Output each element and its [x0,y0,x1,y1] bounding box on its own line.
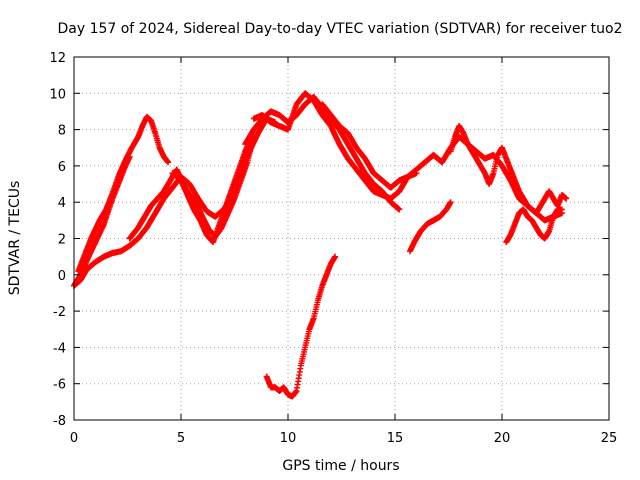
series-arc5 [169,133,255,246]
data-point [165,159,172,166]
y-tick-label: -4 [53,341,66,356]
data-point [413,170,420,177]
y-tick-label: 2 [58,233,66,248]
series-arc12 [503,206,565,246]
y-tick-label: 6 [58,160,66,175]
data-point [558,206,565,213]
y-tick-label: 8 [58,124,66,139]
x-tick-label: 25 [601,431,618,446]
y-tick-label: -2 [53,305,66,320]
x-tick-label: 10 [280,431,297,446]
series-arc10 [406,199,454,255]
series-arc11 [447,122,570,217]
data-marks [71,90,570,400]
series-arc8 [319,101,420,191]
y-tick-label: 4 [58,196,66,211]
y-tick-label: -6 [53,378,66,393]
chart-title: Day 157 of 2024, Sidereal Day-to-day VTE… [57,21,622,37]
data-point [396,206,403,213]
x-tick-label: 5 [177,431,185,446]
x-tick-label: 20 [494,431,511,446]
y-tick-label: 10 [49,87,66,102]
series-arc9 [263,253,339,400]
data-point [563,195,570,202]
y-tick-label: -8 [53,414,66,429]
y-tick-label: 12 [49,51,66,66]
axis-ticks: -8 -6 -4 -2 0 2 4 6 8 10 12 0 5 10 15 20 25 [49,51,617,446]
x-tick-label: 15 [387,431,404,446]
data-point [332,253,339,260]
series-arc2 [75,113,172,275]
y-axis-label: SDTVAR / TECUs [7,181,23,296]
y-tick-label: 0 [58,269,66,284]
x-axis-label: GPS time / hours [282,458,399,474]
data-point [447,199,454,206]
grid-lines [74,57,609,420]
x-tick-label: 0 [70,431,78,446]
